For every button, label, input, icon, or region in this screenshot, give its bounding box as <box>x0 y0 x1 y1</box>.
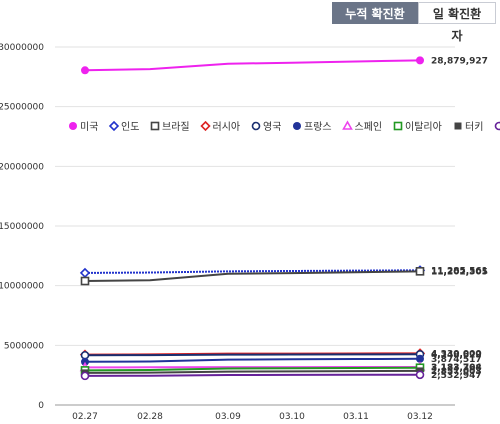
series-line <box>84 270 421 283</box>
series-point <box>415 370 425 380</box>
series-end-label: 4,248,629 <box>431 350 482 360</box>
legend-marker <box>454 122 462 130</box>
series-point <box>81 66 89 75</box>
series-end-label: 11,285,561 <box>431 266 488 276</box>
series-line <box>84 369 421 374</box>
series-point <box>80 350 90 360</box>
y-tick-label: 5000000 <box>4 341 44 351</box>
series-line <box>84 357 421 363</box>
legend-label: 미국 <box>80 121 98 133</box>
series-end-label: 3,183,704 <box>431 363 482 373</box>
x-tick-label: 03.09 <box>215 412 241 422</box>
chart-gridlines <box>55 46 455 406</box>
series-point <box>415 267 425 276</box>
x-axis: 02.27 02.28 03.09 03.10 03.11 03.12 <box>72 412 433 422</box>
legend-marker <box>200 120 211 132</box>
series-line <box>84 59 421 72</box>
legend-marker <box>108 120 120 132</box>
y-tick-label: 0 <box>38 401 44 411</box>
legend-label: 터키 <box>465 121 483 133</box>
legend-label: 브라질 <box>162 121 190 133</box>
y-tick-label: 30000000 <box>0 43 44 53</box>
y-tick-label: 10000000 <box>0 282 44 292</box>
y-tick-label: 20000000 <box>0 162 44 172</box>
legend-label: 인도 <box>121 121 139 133</box>
legend-marker <box>69 122 77 130</box>
series-point <box>80 276 90 286</box>
series-line <box>84 269 421 274</box>
series-point <box>416 56 424 65</box>
legend-label: 영국 <box>263 121 281 133</box>
legend-marker <box>393 121 403 131</box>
series-line <box>84 353 421 357</box>
series-point <box>80 371 90 381</box>
y-tick-label: 25000000 <box>0 103 44 113</box>
series-line <box>84 366 421 372</box>
series-end-label: 28,879,927 <box>431 56 488 66</box>
legend-marker <box>251 121 261 131</box>
x-tick-label: 03.12 <box>407 412 433 422</box>
series-point <box>79 267 91 279</box>
x-tick-label: 03.10 <box>279 412 305 422</box>
series-point <box>416 354 424 363</box>
legend-marker <box>342 120 353 130</box>
x-tick-label: 02.27 <box>72 412 98 422</box>
legend-label: 이탈리아 <box>405 120 442 133</box>
series-end-label: 3,123,368 <box>431 364 482 374</box>
legend-marker <box>150 121 160 131</box>
y-tick-label: 15000000 <box>0 222 44 232</box>
chart-series <box>79 56 426 381</box>
chart-legend: 미국인도브라질러시아영국프랑스스페인이탈리아터키독일 <box>69 120 500 133</box>
legend-label: 러시아 <box>213 121 241 133</box>
series-line <box>84 373 421 377</box>
legend-label: 프랑스 <box>304 121 332 133</box>
x-tick-label: 03.11 <box>343 412 369 422</box>
y-axis: 0 5000000 10000000 15000000 20000000 25000000… <box>0 43 455 411</box>
series-end-label: 2,857,003 <box>431 367 482 377</box>
tab-cumulative-cases[interactable]: 누적 확진환자 <box>332 2 418 43</box>
series-end-label: 4,330,000 <box>431 349 482 359</box>
x-tick-label: 02.28 <box>137 412 163 422</box>
legend-marker <box>494 121 500 131</box>
series-end-label: 11,202,305 <box>431 267 488 277</box>
legend-marker <box>293 122 301 130</box>
tab-group: 누적 확진환자 일 확진환자 <box>332 2 496 43</box>
series-end-label: 2,532,947 <box>431 371 482 381</box>
legend-label: 스페인 <box>355 121 383 133</box>
series-end-label: 3,874,517 <box>431 355 482 365</box>
tab-daily-cases[interactable]: 일 확진환자 <box>418 2 496 43</box>
